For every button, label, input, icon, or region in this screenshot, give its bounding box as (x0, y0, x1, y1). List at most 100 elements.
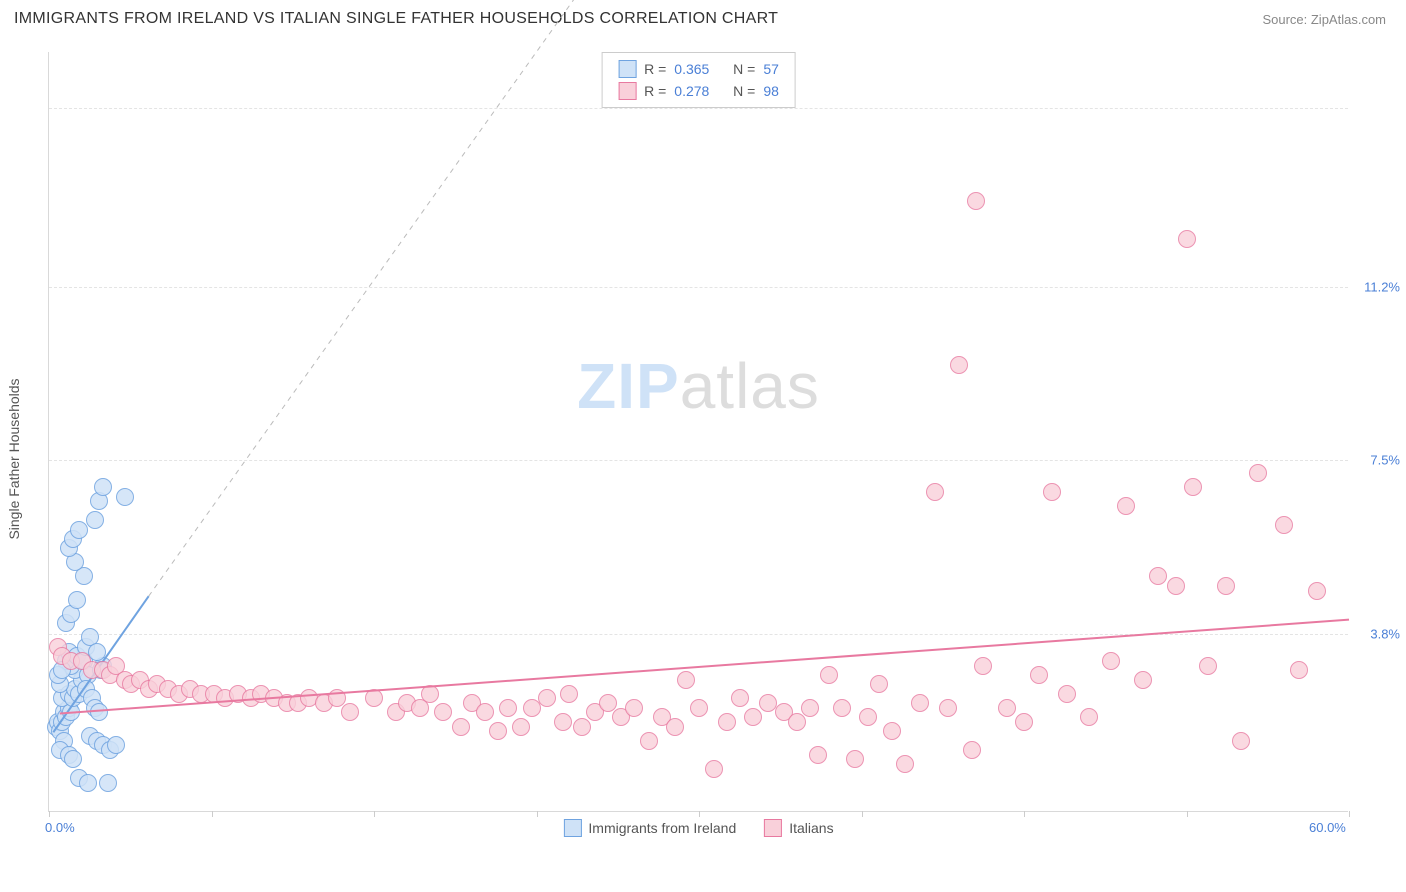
data-point (801, 699, 819, 717)
data-point (1134, 671, 1152, 689)
data-point (1080, 708, 1098, 726)
data-point (625, 699, 643, 717)
data-point (1030, 666, 1048, 684)
gridline (49, 108, 1348, 109)
data-point (1199, 657, 1217, 675)
series-legend-ireland: Immigrants from Ireland (563, 819, 736, 837)
data-point (554, 713, 572, 731)
series-legend-italians: Italians (764, 819, 833, 837)
data-point (452, 718, 470, 736)
data-point (859, 708, 877, 726)
data-point (788, 713, 806, 731)
legend-n-italians: 98 (763, 83, 779, 99)
data-point (1102, 652, 1120, 670)
data-point (1249, 464, 1267, 482)
data-point (573, 718, 591, 736)
data-point (1167, 577, 1185, 595)
data-point (883, 722, 901, 740)
legend-r-italians: 0.278 (674, 83, 709, 99)
legend-n-label: N = (733, 83, 755, 99)
data-point (560, 685, 578, 703)
data-point (950, 356, 968, 374)
data-point (116, 488, 134, 506)
data-point (365, 689, 383, 707)
series-swatch-ireland (563, 819, 581, 837)
data-point (94, 478, 112, 496)
data-point (64, 750, 82, 768)
x-tick (374, 811, 375, 817)
watermark-zip: ZIP (577, 350, 680, 422)
data-point (846, 750, 864, 768)
chart-container: Single Father Households ZIPatlas R = 0.… (0, 34, 1406, 884)
series-label-italians: Italians (789, 820, 833, 836)
x-tick (212, 811, 213, 817)
data-point (68, 591, 86, 609)
data-point (677, 671, 695, 689)
chart-source: Source: ZipAtlas.com (1262, 12, 1386, 27)
series-swatch-italians (764, 819, 782, 837)
x-tick (862, 811, 863, 817)
y-tick-label: 3.8% (1370, 626, 1400, 641)
x-tick (49, 811, 50, 817)
data-point (974, 657, 992, 675)
data-point (1043, 483, 1061, 501)
data-point (1290, 661, 1308, 679)
y-axis-label: Single Father Households (6, 378, 22, 539)
gridline (49, 634, 1348, 635)
y-tick-label: 7.5% (1370, 453, 1400, 468)
x-tick (1349, 811, 1350, 817)
data-point (870, 675, 888, 693)
series-label-ireland: Immigrants from Ireland (588, 820, 736, 836)
data-point (1308, 582, 1326, 600)
data-point (690, 699, 708, 717)
legend-swatch-ireland (618, 60, 636, 78)
watermark: ZIPatlas (577, 349, 820, 423)
data-point (1058, 685, 1076, 703)
data-point (1217, 577, 1235, 595)
data-point (90, 703, 108, 721)
data-point (939, 699, 957, 717)
x-tick-label: 60.0% (1309, 820, 1346, 835)
data-point (911, 694, 929, 712)
data-point (107, 736, 125, 754)
data-point (86, 511, 104, 529)
data-point (718, 713, 736, 731)
legend-n-ireland: 57 (763, 61, 779, 77)
legend-r-label: R = (644, 61, 666, 77)
legend-row-italians: R = 0.278 N = 98 (618, 80, 779, 102)
data-point (1232, 732, 1250, 750)
data-point (1178, 230, 1196, 248)
gridline (49, 287, 1348, 288)
watermark-atlas: atlas (680, 350, 820, 422)
data-point (1149, 567, 1167, 585)
x-tick (537, 811, 538, 817)
data-point (476, 703, 494, 721)
data-point (341, 703, 359, 721)
data-point (88, 643, 106, 661)
x-tick-label: 0.0% (45, 820, 75, 835)
data-point (705, 760, 723, 778)
data-point (538, 689, 556, 707)
data-point (421, 685, 439, 703)
data-point (1275, 516, 1293, 534)
x-tick (1024, 811, 1025, 817)
data-point (963, 741, 981, 759)
data-point (640, 732, 658, 750)
data-point (99, 774, 117, 792)
legend-n-label: N = (733, 61, 755, 77)
data-point (666, 718, 684, 736)
legend-r-label: R = (644, 83, 666, 99)
data-point (820, 666, 838, 684)
data-point (731, 689, 749, 707)
legend-row-ireland: R = 0.365 N = 57 (618, 58, 779, 80)
data-point (499, 699, 517, 717)
data-point (1015, 713, 1033, 731)
data-point (967, 192, 985, 210)
gridline (49, 460, 1348, 461)
series-legend: Immigrants from Ireland Italians (563, 819, 833, 837)
plot-area: ZIPatlas R = 0.365 N = 57 R = 0.278 N = … (48, 52, 1348, 812)
data-point (896, 755, 914, 773)
data-point (512, 718, 530, 736)
data-point (1117, 497, 1135, 515)
correlation-legend: R = 0.365 N = 57 R = 0.278 N = 98 (601, 52, 796, 108)
